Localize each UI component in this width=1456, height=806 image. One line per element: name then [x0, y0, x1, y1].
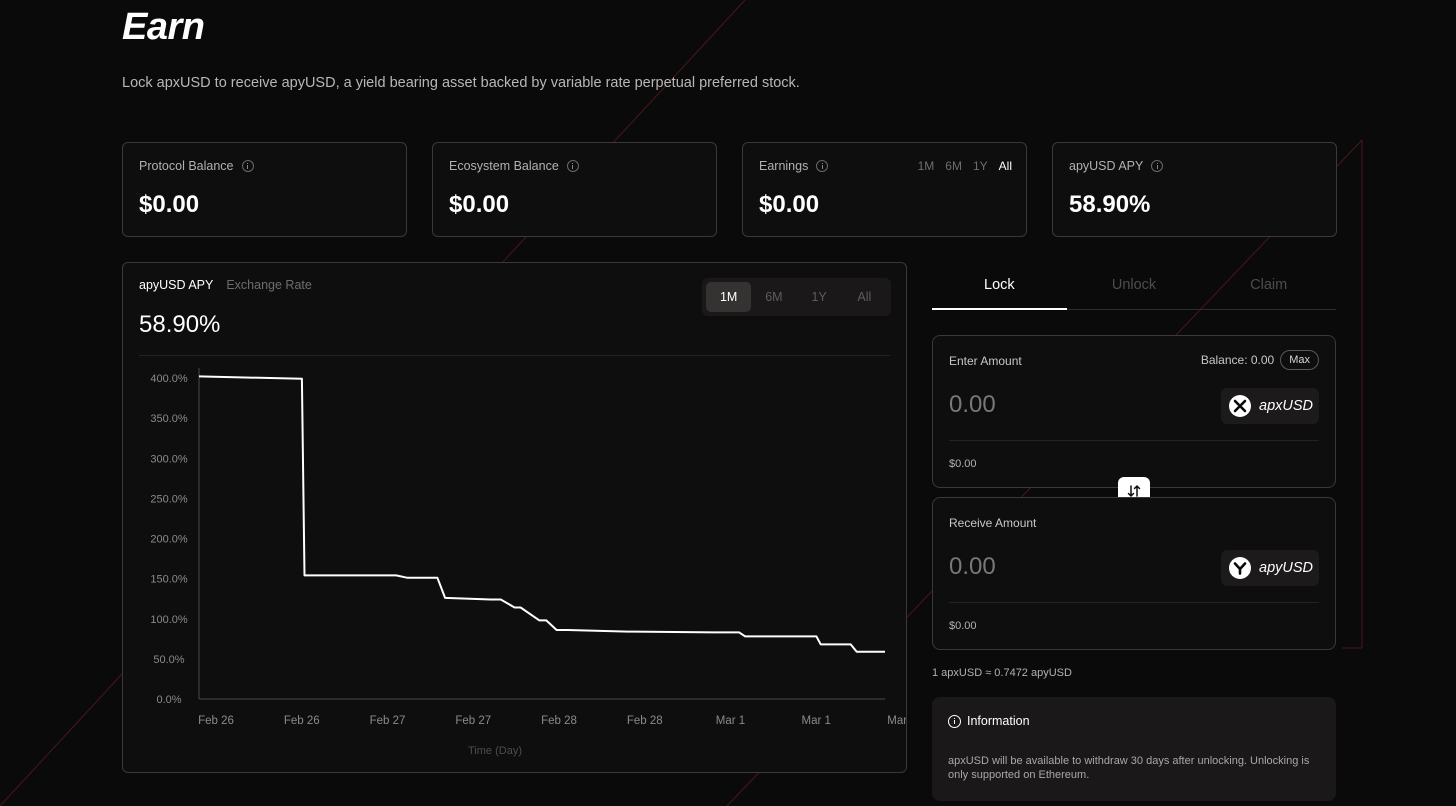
info-icon — [948, 714, 961, 728]
y-tick-label: 150.0% — [150, 574, 188, 586]
page-title: Earn — [122, 6, 205, 48]
y-tick-label: 400.0% — [150, 373, 188, 385]
info-icon[interactable] — [566, 160, 579, 172]
x-tick-label: Feb 27 — [455, 715, 491, 727]
apyusd-token-selector[interactable]: apyUSD — [1221, 550, 1319, 586]
range-tab-all[interactable]: All — [857, 290, 872, 304]
receive-amount-label: Receive Amount — [949, 516, 1037, 530]
exchange-rate-text: 1 apxUSD ≈ 0.7472 apyUSD — [932, 667, 1072, 679]
tab-unlock[interactable]: Unlock — [1111, 277, 1157, 293]
receive-fiat-value: $0.00 — [949, 620, 977, 632]
apxusd-token-selector[interactable]: apxUSD — [1221, 388, 1319, 424]
apxusd-token-icon — [1229, 395, 1251, 417]
y-tick-label: 200.0% — [150, 534, 188, 546]
stat-value: $0.00 — [139, 191, 200, 218]
x-tick-label: Mar 1 — [802, 715, 831, 727]
earnings-period-1y[interactable]: 1Y — [972, 159, 988, 173]
apy-chart-card: apyUSD APY Exchange Rate 58.90% 1M 6M 1Y… — [122, 262, 907, 773]
information-title: Information — [967, 714, 1030, 728]
range-tab-1m[interactable]: 1M — [706, 282, 752, 312]
stat-label: Protocol Balance — [139, 159, 234, 173]
info-icon[interactable] — [816, 160, 829, 172]
enter-fiat-value: $0.00 — [949, 458, 977, 470]
stat-value: $0.00 — [759, 191, 820, 218]
stat-label: apyUSD APY — [1069, 159, 1144, 173]
enter-amount-input[interactable]: 0.00 — [949, 391, 996, 418]
earnings-period-all[interactable]: All — [998, 159, 1012, 173]
y-tick-label: 50.0% — [153, 654, 184, 666]
y-tick-label: 100.0% — [150, 614, 188, 626]
x-tick-label: Feb 28 — [541, 715, 577, 727]
enter-amount-label: Enter Amount — [949, 354, 1022, 368]
info-icon[interactable] — [1151, 160, 1164, 172]
stat-value: 58.90% — [1069, 191, 1151, 218]
tab-claim[interactable]: Claim — [1250, 277, 1288, 293]
receive-amount-box: Receive Amount 0.00 apyUSD $0.00 — [932, 497, 1336, 650]
enter-amount-box: Enter Amount Balance: 0.00 Max 0.00 apxU… — [932, 335, 1336, 488]
apy-line-chart: 400.0% 350.0% 300.0% 250.0% 200.0% 150.0% 100.… — [150, 368, 906, 757]
receive-amount-value: 0.00 — [949, 553, 996, 580]
swap-arrows-icon — [1127, 484, 1141, 503]
y-tick-label: 0.0% — [156, 694, 181, 706]
stat-label: Earnings — [759, 159, 809, 173]
x-tick-label: Feb 26 — [198, 715, 234, 727]
earnings-period-tabs: 1M 6M 1Y All — [918, 159, 1012, 173]
max-button[interactable]: Max — [1280, 350, 1319, 370]
lock-panel-tabs: Lock Unlock Claim — [932, 270, 1336, 310]
apyusd-token-icon — [1229, 557, 1251, 579]
x-tick-label: Feb 27 — [370, 715, 406, 727]
range-tab-6m[interactable]: 6M — [765, 290, 783, 304]
x-tick-label: Mar 2 — [887, 715, 906, 727]
token-name: apyUSD — [1259, 560, 1313, 576]
information-body: apxUSD will be available to withdraw 30 … — [948, 755, 1310, 781]
earnings-period-1m[interactable]: 1M — [917, 159, 935, 173]
chart-range-tabs: 1M 6M 1Y All — [702, 278, 891, 316]
ecosystem-balance-card: Ecosystem Balance $0.00 — [432, 142, 717, 237]
stat-value: $0.00 — [449, 191, 510, 218]
tab-lock[interactable]: Lock — [932, 270, 1067, 310]
page-subtitle: Lock apxUSD to receive apyUSD, a yield b… — [122, 75, 800, 91]
apy-card: apyUSD APY 58.90% — [1052, 142, 1337, 237]
earnings-card: Earnings 1M 6M 1Y All $0.00 — [742, 142, 1027, 237]
tab-exchange-rate[interactable]: Exchange Rate — [226, 278, 312, 292]
balance-text: Balance: 0.00 — [1200, 353, 1275, 367]
tab-apy[interactable]: apyUSD APY — [139, 278, 214, 292]
chart-tabs: apyUSD APY Exchange Rate — [139, 278, 312, 292]
y-tick-label: 250.0% — [150, 493, 188, 505]
x-tick-label: Mar 1 — [716, 715, 745, 727]
y-tick-label: 300.0% — [150, 453, 188, 465]
earnings-period-6m[interactable]: 6M — [945, 159, 962, 173]
chart-current-value: 58.90% — [139, 311, 221, 338]
protocol-balance-card: Protocol Balance $0.00 — [122, 142, 407, 237]
info-icon[interactable] — [241, 160, 254, 172]
stat-label: Ecosystem Balance — [449, 159, 559, 173]
apy-series-line — [198, 375, 885, 653]
x-tick-label: Feb 26 — [284, 715, 320, 727]
x-tick-label: Feb 28 — [627, 715, 663, 727]
chart-divider — [139, 355, 890, 356]
range-tab-1y[interactable]: 1Y — [811, 290, 827, 304]
x-axis-label: Time (Day) — [468, 745, 522, 757]
token-name: apxUSD — [1259, 398, 1313, 414]
information-box: Information apxUSD will be available to … — [932, 697, 1336, 801]
y-tick-label: 350.0% — [150, 413, 188, 425]
